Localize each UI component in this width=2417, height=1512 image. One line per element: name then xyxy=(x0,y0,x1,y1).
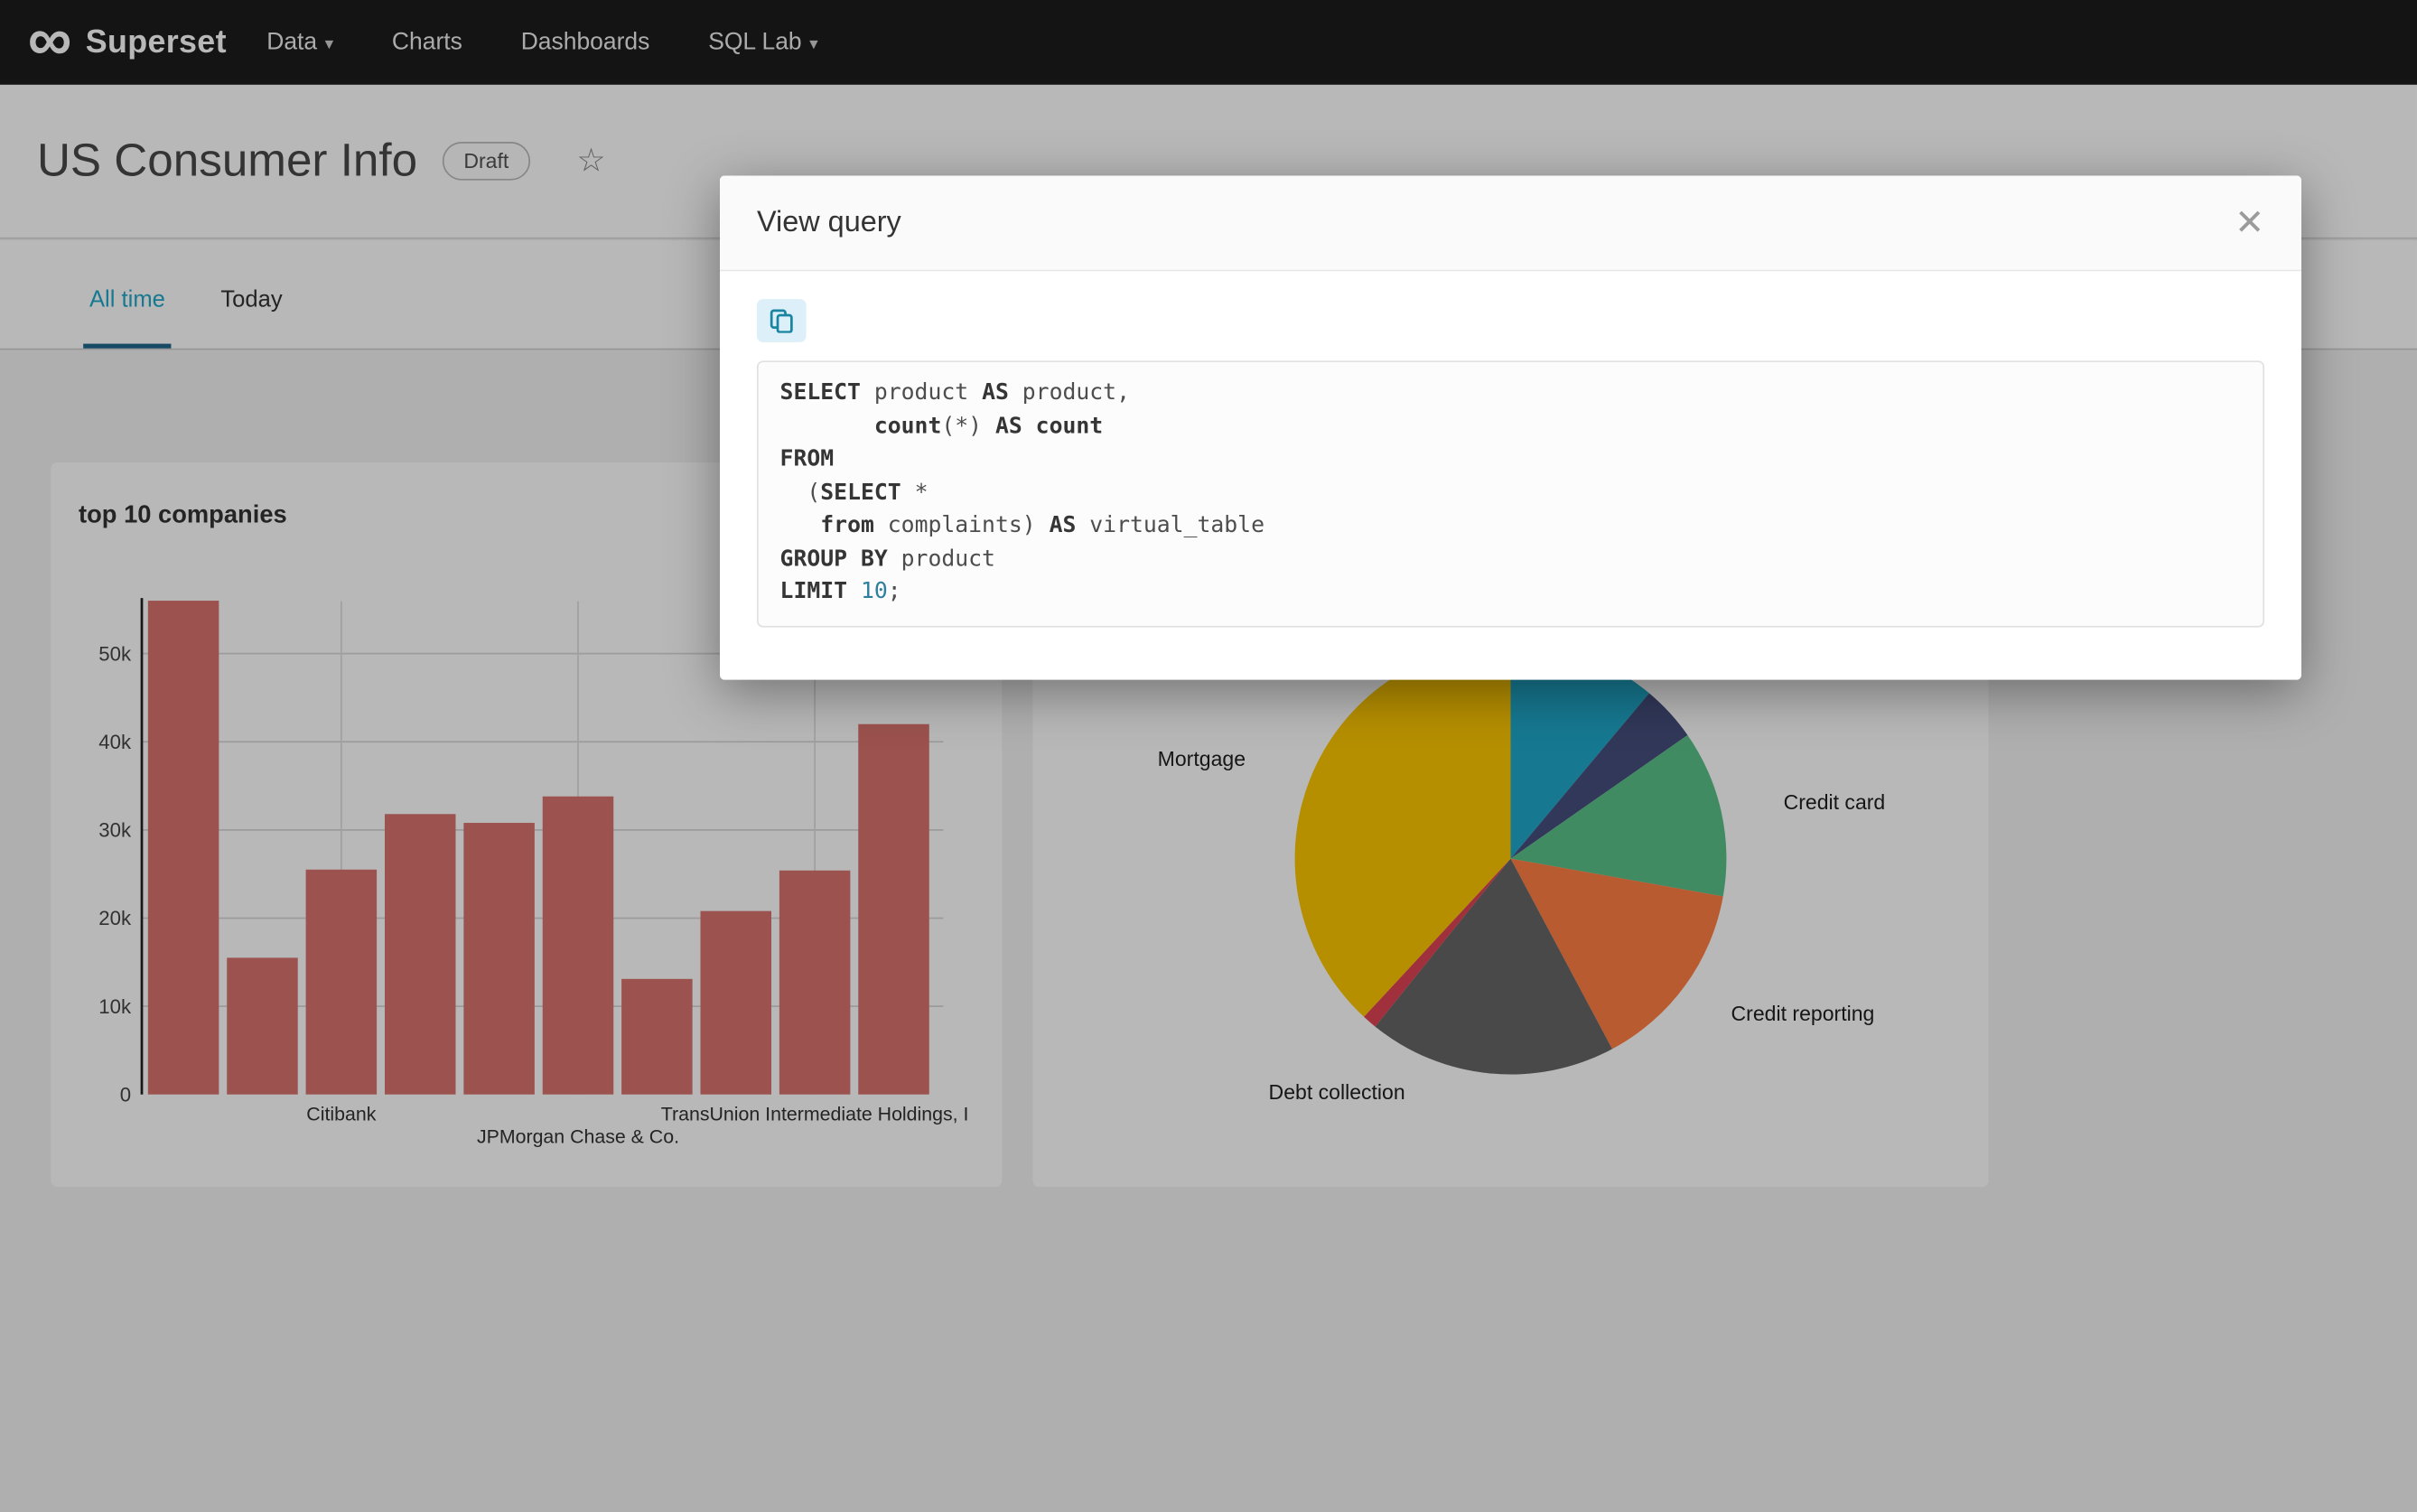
nav-menu: Data ▾ Charts Dashboards SQL Lab ▾ xyxy=(266,29,817,57)
modal-header: View query ✕ xyxy=(719,175,2301,272)
bar[interactable] xyxy=(700,910,771,1095)
pie-slice[interactable] xyxy=(1375,858,1612,1075)
top-navbar: ∞ Superset Data ▾ Charts Dashboards SQL … xyxy=(0,0,2417,85)
superset-brand[interactable]: ∞ Superset xyxy=(28,8,227,70)
pie-slice-label: Mortgage xyxy=(1157,747,1246,771)
y-tick-label: 0 xyxy=(120,1083,131,1106)
sql-code: SELECT product AS product, count(*) AS c… xyxy=(756,360,2265,627)
modal-title: View query xyxy=(756,205,901,238)
pie-slice[interactable] xyxy=(1364,858,1511,1027)
copy-query-button[interactable] xyxy=(756,299,807,342)
pie-slice[interactable] xyxy=(1510,693,1688,859)
tab-today[interactable]: Today xyxy=(220,286,283,313)
status-badge: Draft xyxy=(442,142,531,181)
nav-item-label: SQL Lab xyxy=(708,28,802,55)
chart-title: top 10 companies xyxy=(79,502,287,529)
bar[interactable] xyxy=(463,823,535,1095)
bar[interactable] xyxy=(621,978,693,1095)
pie-slice[interactable] xyxy=(1510,858,1723,1050)
page-title: US Consumer Info xyxy=(36,135,418,186)
nav-item-data[interactable]: Data ▾ xyxy=(266,29,333,57)
nav-item-label: Data xyxy=(266,28,318,55)
chevron-down-icon: ▾ xyxy=(809,35,818,54)
pie-slice[interactable] xyxy=(1510,734,1727,897)
bar[interactable] xyxy=(305,869,378,1095)
superset-logo-icon: ∞ xyxy=(27,5,72,74)
nav-item-label: Charts xyxy=(391,28,462,55)
x-tick-label: Citibank xyxy=(306,1104,376,1125)
favorite-star-icon[interactable]: ☆ xyxy=(576,143,606,179)
y-tick-label: 50k xyxy=(98,642,132,665)
pie-slice-label: Credit reporting xyxy=(1731,1002,1875,1025)
x-tick-label: JPMorgan Chase & Co. xyxy=(477,1125,679,1147)
nav-item-dashboards[interactable]: Dashboards xyxy=(521,29,650,57)
close-icon[interactable]: ✕ xyxy=(2235,201,2265,242)
bar[interactable] xyxy=(779,870,851,1095)
nav-item-charts[interactable]: Charts xyxy=(392,29,462,57)
bar[interactable] xyxy=(858,723,929,1095)
tab-all-time[interactable]: All time xyxy=(83,286,172,349)
bar[interactable] xyxy=(542,796,614,1095)
nav-item-label: Dashboards xyxy=(520,28,650,55)
y-tick-label: 40k xyxy=(98,731,132,753)
bar[interactable] xyxy=(384,814,456,1095)
x-tick-label: TransUnion Intermediate Holdings, I xyxy=(661,1104,969,1125)
copy-icon xyxy=(770,309,793,333)
chart-card-top-10-companies: top 10 companies 0 10k 20k 30k 40k 50k Citiban… xyxy=(51,462,1003,1188)
y-tick-label: 20k xyxy=(98,907,132,929)
nav-item-sql-lab[interactable]: SQL Lab ▾ xyxy=(708,29,817,57)
pie-chart[interactable] xyxy=(1032,462,1988,1187)
pie-slice[interactable] xyxy=(1294,642,1511,1017)
view-query-modal: View query ✕ SELECT product AS product, … xyxy=(719,175,2301,679)
pie-slice-label: Credit card xyxy=(1783,790,1886,815)
bar[interactable] xyxy=(227,957,298,1095)
bar-chart[interactable]: 0 10k 20k 30k 40k 50k Citibank JPMorgan Chase &… xyxy=(51,462,1002,1187)
chevron-down-icon: ▾ xyxy=(324,35,334,54)
bar[interactable] xyxy=(147,601,219,1095)
y-tick-label: 10k xyxy=(98,995,132,1018)
pie-slice-label: Debt collection xyxy=(1268,1080,1405,1104)
modal-body: SELECT product AS product, count(*) AS c… xyxy=(720,271,2301,678)
pie-slice[interactable] xyxy=(1510,642,1649,859)
brand-name: Superset xyxy=(85,23,227,60)
y-tick-label: 30k xyxy=(98,819,132,842)
